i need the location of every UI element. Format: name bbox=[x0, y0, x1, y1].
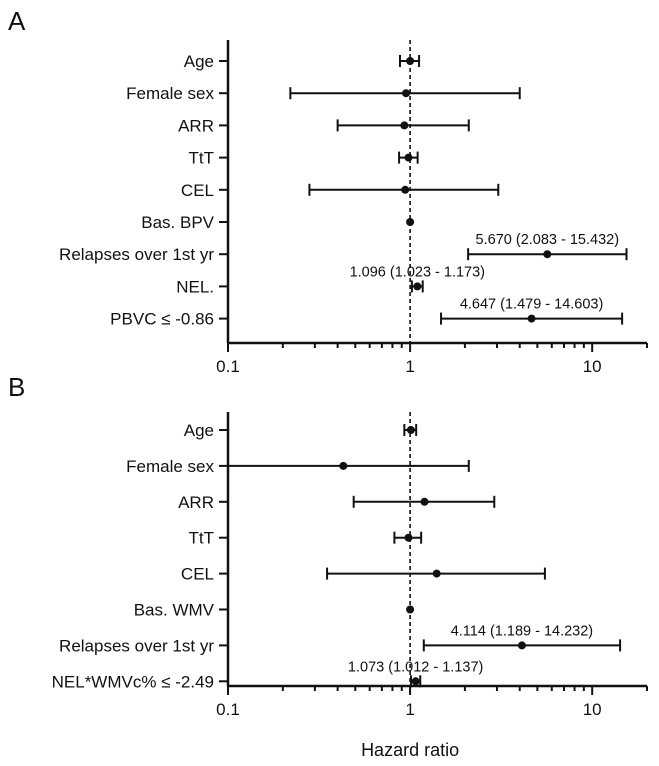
panel-a-category-label: TtT bbox=[189, 149, 215, 168]
panel-b-point-estimate bbox=[420, 497, 429, 506]
panel-a-point-estimate bbox=[404, 153, 413, 162]
panel-a-category-label: CEL bbox=[181, 181, 214, 200]
panel-a-point-estimate bbox=[401, 185, 410, 194]
panel-a-point-estimate bbox=[527, 314, 536, 323]
panel-b-category-label: Age bbox=[184, 421, 214, 440]
panel-a-estimate-annotation: 5.670 (2.083 - 15.432) bbox=[476, 232, 620, 248]
panel-b-point-estimate bbox=[339, 461, 348, 470]
panel-a-category-label: Relapses over 1st yr bbox=[59, 245, 214, 264]
panel-a-point-estimate bbox=[413, 282, 422, 291]
panel-b-category-label: NEL*WMVc% ≤ -2.49 bbox=[52, 672, 214, 691]
panel-b-category-label: CEL bbox=[181, 565, 214, 584]
panel-b-category-label: Female sex bbox=[126, 457, 214, 476]
panel-a-point-estimate bbox=[402, 89, 411, 98]
panel-b-x-tick-label: 10 bbox=[583, 700, 602, 719]
panel-b-category-label: TtT bbox=[189, 529, 215, 548]
panel-b-point-estimate bbox=[411, 677, 420, 686]
panel-b-point-estimate bbox=[406, 426, 415, 434]
panel-b-estimate-annotation: 4.114 (1.189 - 14.232) bbox=[451, 623, 593, 639]
panel-b-category-label: Bas. WMV bbox=[134, 601, 215, 620]
panel-b-point-estimate bbox=[432, 569, 441, 578]
panel-b-letter: B bbox=[8, 372, 25, 402]
panel-b-x-tick-label: 1 bbox=[405, 700, 414, 719]
panel-a-point-estimate bbox=[543, 250, 552, 259]
panel-b-point-estimate bbox=[406, 605, 415, 614]
panel-b-category-label: Relapses over 1st yr bbox=[59, 636, 214, 655]
panel-b-point-estimate bbox=[517, 641, 526, 650]
panel-a-category-label: PBVC ≤ -0.86 bbox=[110, 310, 214, 329]
panel-b-point-estimate bbox=[404, 533, 413, 542]
panel-a-x-tick-label: 1 bbox=[405, 357, 414, 376]
panel-a-category-label: Female sex bbox=[126, 84, 214, 103]
panel-a-category-label: ARR bbox=[178, 116, 214, 135]
panel-a-point-estimate bbox=[406, 57, 415, 65]
panel-b-x-tick-label: 0.1 bbox=[216, 700, 240, 719]
panel-a-letter: A bbox=[8, 6, 26, 36]
panel-a-category-label: NEL. bbox=[176, 277, 214, 296]
panel-b-category-label: ARR bbox=[178, 493, 214, 512]
panel-b-x-axis-label: Hazard ratio bbox=[361, 740, 459, 760]
panel-a-estimate-annotation: 1.096 (1.023 - 1.173) bbox=[350, 264, 485, 280]
panel-a-x-tick-label: 0.1 bbox=[216, 357, 240, 376]
panel-a-point-estimate bbox=[406, 218, 415, 226]
panel-b-estimate-annotation: 1.073 (1.012 - 1.137) bbox=[348, 659, 483, 675]
panel-a-estimate-annotation: 4.647 (1.479 - 14.603) bbox=[460, 297, 604, 313]
panel-a-category-label: Age bbox=[184, 52, 214, 71]
panel-a-x-tick-label: 10 bbox=[583, 357, 602, 376]
panel-a-point-estimate bbox=[400, 121, 409, 130]
panel-a-category-label: Bas. BPV bbox=[141, 213, 214, 232]
